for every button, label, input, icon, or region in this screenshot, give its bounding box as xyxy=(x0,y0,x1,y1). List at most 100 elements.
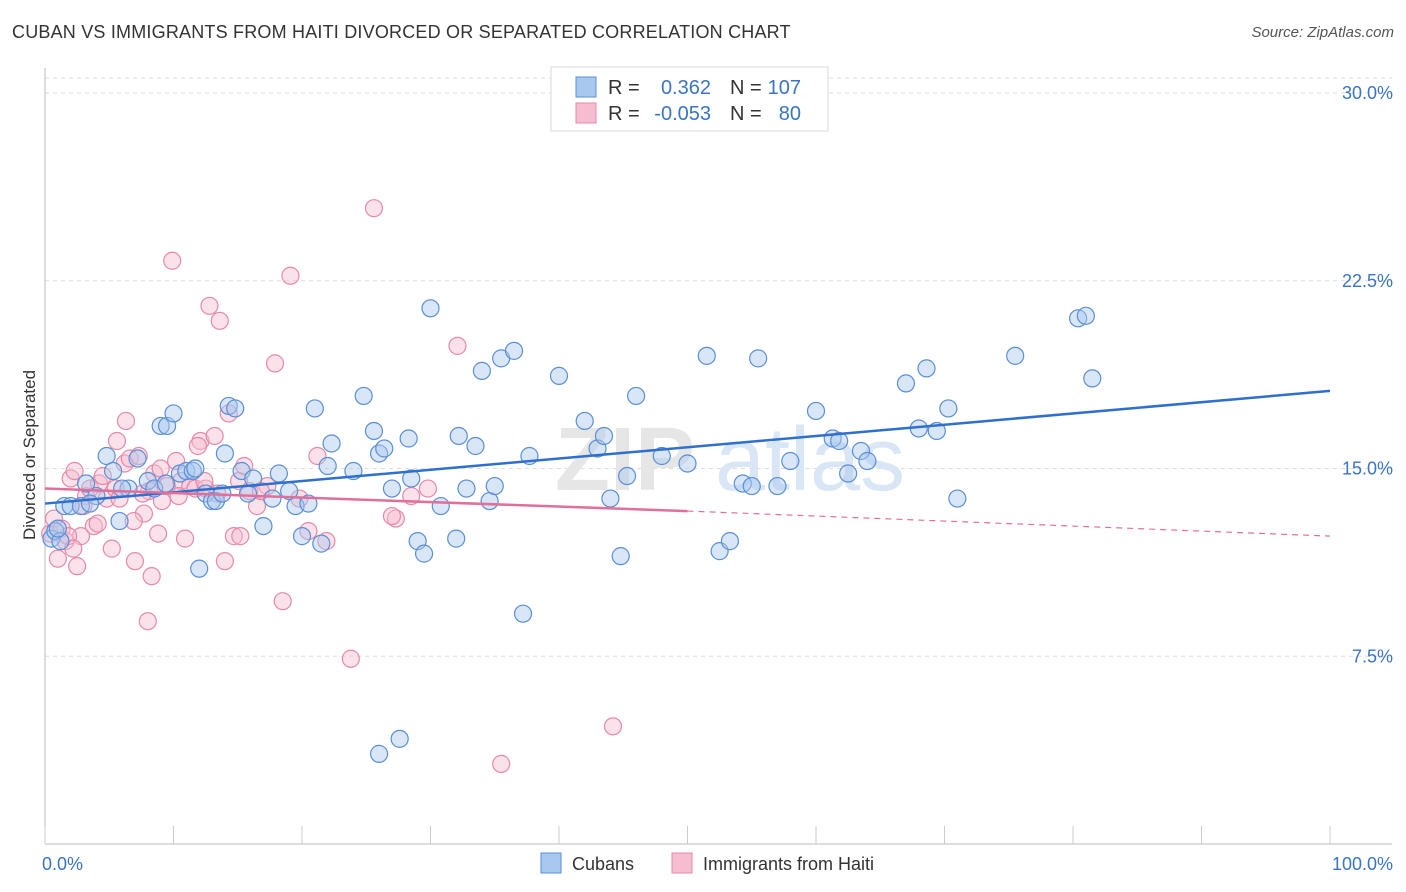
watermark-atlas: atlas xyxy=(715,410,905,510)
cubans-point-76 xyxy=(697,346,716,365)
cubans-point-64 xyxy=(513,604,533,623)
stats-legend: R = 0.362 N = 107 R = -0.053 N = 80 xyxy=(550,66,829,132)
haiti-point-38 xyxy=(210,311,229,330)
cubans-point-41 xyxy=(322,434,341,453)
haiti-point-30 xyxy=(172,471,191,491)
stats-n-value-cubans: 107 xyxy=(768,77,801,99)
x-tick-label-0: 0.0% xyxy=(42,854,83,874)
y-tick-label-2: 22.5% xyxy=(1342,271,1393,291)
cubans-point-13 xyxy=(138,471,157,491)
cubans-point-82 xyxy=(768,476,787,496)
stats-r-value-cubans: 0.362 xyxy=(661,77,711,99)
haiti-point-41 xyxy=(224,527,243,546)
haiti-point-25 xyxy=(148,524,168,543)
cubans-point-101 xyxy=(48,519,67,538)
cubans-point-12 xyxy=(128,449,147,468)
cubans-point-90 xyxy=(896,374,916,393)
haiti-point-20 xyxy=(125,552,145,571)
grid-lines xyxy=(45,77,1392,657)
cubans-point-81 xyxy=(749,349,768,368)
haiti-point-67 xyxy=(188,436,208,456)
cubans-point-31 xyxy=(254,516,273,536)
haiti-point-62 xyxy=(142,567,161,586)
cubans-point-57 xyxy=(457,479,476,498)
cubans-point-87 xyxy=(839,464,858,483)
cubans-point-33 xyxy=(269,464,288,483)
stats-legend-swatch-cubans xyxy=(575,76,597,98)
cubans-point-46 xyxy=(375,439,394,458)
cubans-point-9 xyxy=(104,461,123,481)
haiti-point-15 xyxy=(102,539,121,558)
haiti-point-63 xyxy=(138,612,157,631)
haiti-point-64 xyxy=(107,431,127,451)
cubans-point-69 xyxy=(594,426,614,446)
trend-line-haiti xyxy=(44,487,688,513)
cubans-point-15 xyxy=(151,416,170,436)
haiti-point-74 xyxy=(124,511,143,531)
haiti-point-39 xyxy=(215,552,234,571)
cubans-point-20 xyxy=(183,461,202,481)
y-tick-labels: 7.5% 15.0% 22.5% 30.0% xyxy=(1342,83,1393,666)
chart-title: CUBAN VS IMMIGRANTS FROM HAITI DIVORCED … xyxy=(12,22,791,42)
cubans-point-25 xyxy=(215,444,234,463)
cubans-point-8 xyxy=(97,446,116,466)
cubans-point-59 xyxy=(472,361,491,380)
stats-r-label-haiti: R = xyxy=(608,103,640,125)
cubans-point-6 xyxy=(77,474,96,493)
cubans-point-54 xyxy=(431,496,450,516)
cubans-point-30 xyxy=(244,469,263,488)
cubans-point-89 xyxy=(858,451,877,471)
haiti-point-55 xyxy=(364,199,384,218)
haiti-point-34 xyxy=(191,431,210,451)
x-tick-labels: 0.0% 100.0% xyxy=(42,854,1393,874)
cubans-point-45 xyxy=(370,444,389,463)
series-cubans-points xyxy=(42,299,1102,763)
cubans-point-74 xyxy=(652,446,671,466)
haiti-point-60 xyxy=(492,754,511,773)
cubans-point-47 xyxy=(382,479,402,498)
cubans-point-55 xyxy=(447,529,466,548)
stats-n-value-haiti: 80 xyxy=(779,103,801,125)
cubans-point-104 xyxy=(156,474,175,493)
cubans-point-88 xyxy=(851,441,871,461)
haiti-point-78 xyxy=(231,527,250,546)
cubans-point-86 xyxy=(830,431,849,451)
haiti-point-49 xyxy=(281,266,300,285)
cubans-point-71 xyxy=(611,547,630,566)
haiti-point-54 xyxy=(341,649,360,668)
haiti-point-79 xyxy=(382,506,402,526)
cubans-point-63 xyxy=(504,341,524,360)
cubans-point-72 xyxy=(618,466,637,486)
cubans-point-73 xyxy=(626,386,646,406)
haiti-point-61 xyxy=(603,717,623,736)
haiti-point-36 xyxy=(200,296,219,315)
haiti-point-53 xyxy=(317,532,336,551)
cubans-point-37 xyxy=(299,494,318,513)
x-tick-label-1: 100.0% xyxy=(1332,854,1393,874)
cubans-point-83 xyxy=(781,451,800,471)
cubans-point-96 xyxy=(1006,346,1025,365)
haiti-point-65 xyxy=(116,411,136,431)
haiti-point-28 xyxy=(163,251,182,270)
cubans-point-99 xyxy=(1083,369,1102,388)
cubans-point-70 xyxy=(601,489,620,508)
stats-n-label-cubans: N = xyxy=(730,77,762,99)
cubans-point-27 xyxy=(226,399,245,418)
cubans-point-102 xyxy=(80,494,100,513)
bottom-legend: Cubans Immigrants from Haiti xyxy=(540,852,874,874)
cubans-point-24 xyxy=(206,491,226,511)
haiti-point-76 xyxy=(151,459,170,478)
cubans-point-43 xyxy=(354,386,373,406)
haiti-point-6 xyxy=(65,461,84,481)
cubans-point-1 xyxy=(46,521,65,541)
haiti-point-48 xyxy=(273,592,292,611)
haiti-point-59 xyxy=(448,336,467,355)
source-label: Source: ZipAtlas.com xyxy=(1251,24,1394,41)
stats-legend-swatch-haiti xyxy=(575,102,597,124)
haiti-point-22 xyxy=(134,504,154,523)
cubans-point-58 xyxy=(466,436,485,456)
legend-label-cubans: Cubans xyxy=(572,854,634,874)
y-tick-label-0: 7.5% xyxy=(1352,646,1393,666)
cubans-point-67 xyxy=(575,411,594,431)
